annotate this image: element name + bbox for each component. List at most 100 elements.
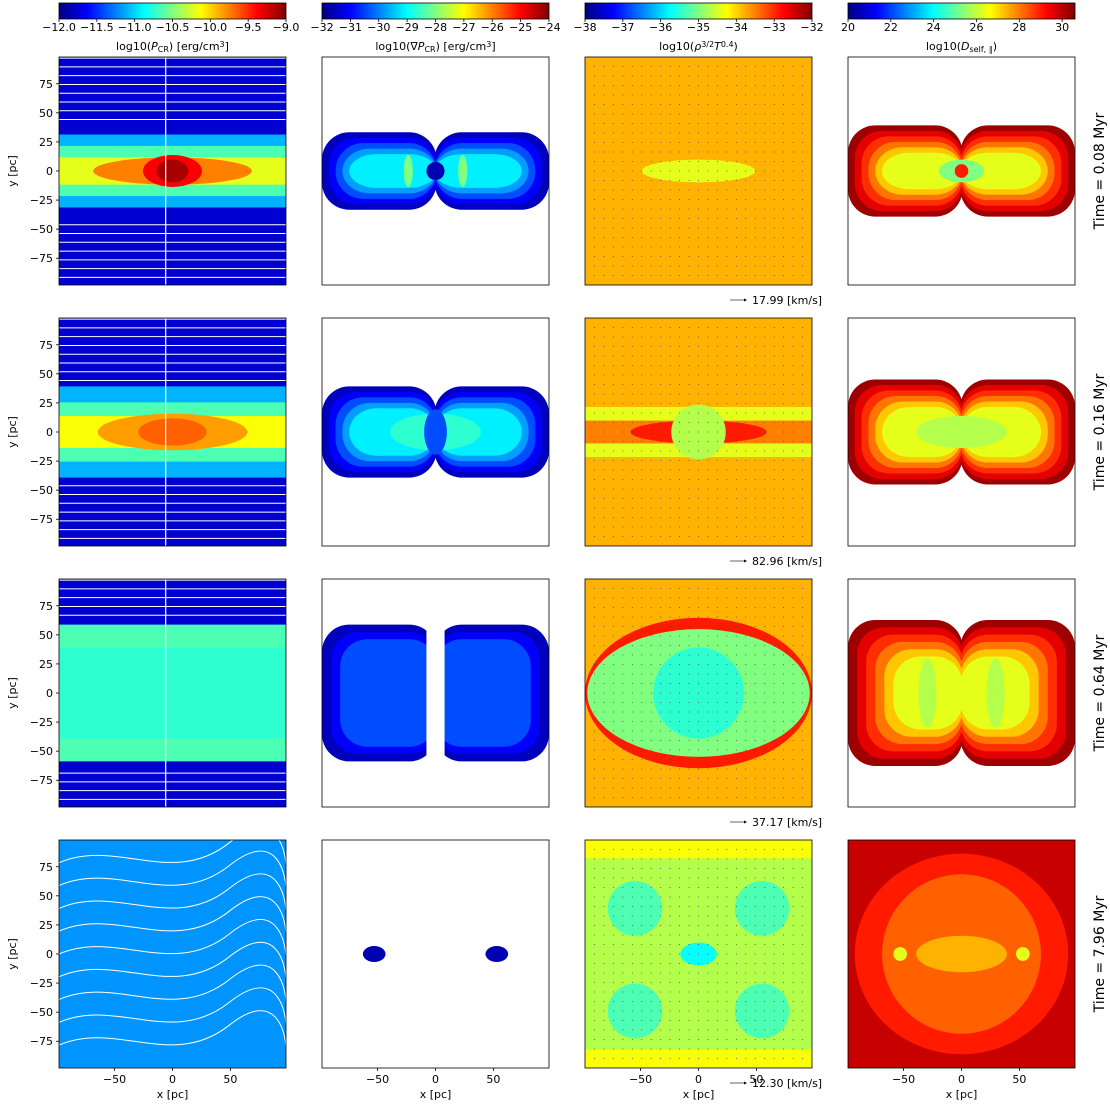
vector: [660, 915, 662, 917]
vector: [631, 355, 633, 357]
vector: [679, 422, 681, 423]
field: [986, 658, 1005, 728]
vector: [773, 113, 775, 115]
vector: [688, 730, 690, 732]
vector: [593, 1020, 595, 1021]
vector: [764, 934, 766, 936]
vector: [669, 412, 671, 414]
vector: [688, 664, 690, 665]
vector: [622, 626, 624, 627]
vector: [641, 963, 643, 964]
vector: [641, 422, 643, 423]
vector: [735, 327, 737, 328]
vector: [792, 906, 794, 907]
vector: [726, 526, 728, 528]
vector: [802, 161, 804, 162]
vector: [698, 123, 699, 124]
vector: [754, 498, 756, 499]
vector: [735, 654, 737, 656]
vector: [688, 365, 690, 366]
vector: [631, 759, 633, 760]
vector: [707, 683, 709, 684]
vector: [631, 711, 633, 713]
colorbar-tick-label: −38: [573, 21, 596, 34]
vector: [660, 1010, 662, 1012]
vector: [707, 412, 709, 414]
vector: [698, 384, 699, 385]
vector: [622, 189, 624, 191]
vector: [735, 1058, 737, 1059]
vector: [650, 275, 652, 276]
vector: [707, 711, 709, 713]
vector: [660, 730, 662, 732]
vector: [622, 469, 624, 471]
vector: [698, 1029, 699, 1031]
vector: [593, 683, 595, 684]
vector: [773, 597, 775, 599]
colorbar-tick-label: −11.5: [80, 21, 114, 34]
vector: [735, 645, 737, 646]
vector: [802, 256, 804, 257]
vector: [764, 479, 766, 480]
y-tick-label: −25: [30, 194, 53, 207]
vector: [802, 237, 804, 238]
vector: [688, 142, 690, 143]
vector: [802, 1039, 804, 1040]
vector: [726, 336, 728, 338]
vector: [650, 692, 652, 694]
vector: [726, 1048, 728, 1050]
vector: [707, 151, 709, 153]
vector: [641, 1048, 643, 1050]
vector: [650, 488, 652, 490]
vector: [688, 189, 690, 191]
vector: [593, 199, 595, 200]
vector: [783, 787, 785, 789]
vector: [735, 721, 737, 722]
vector: [792, 488, 794, 490]
vector: [631, 1010, 633, 1012]
vector: [707, 721, 709, 722]
vector: [754, 1058, 756, 1059]
vector: [679, 597, 681, 599]
vector: [716, 858, 718, 860]
vector: [603, 1029, 605, 1031]
vector: [792, 991, 794, 993]
vector: [792, 180, 794, 181]
vector: [764, 450, 766, 452]
vector: [754, 925, 756, 926]
vector: [688, 906, 690, 907]
vector: [593, 607, 595, 608]
field: [426, 161, 445, 181]
vector: [802, 265, 804, 267]
y-tick-label: 50: [39, 107, 53, 120]
vector: [698, 441, 699, 442]
vector: [660, 422, 662, 423]
vector: [660, 1001, 662, 1002]
vector: [735, 488, 737, 490]
vector: [679, 469, 681, 471]
vector: [735, 702, 737, 703]
vector: [764, 180, 766, 181]
vector: [726, 374, 728, 376]
vector: [745, 488, 747, 490]
vector: [603, 517, 605, 518]
vector: [735, 517, 737, 518]
vector: [745, 412, 747, 414]
vector: [669, 151, 671, 153]
colorbar-tick-label: 30: [1055, 21, 1069, 34]
vector: [660, 1020, 662, 1021]
vector: [698, 721, 699, 722]
vector: [650, 953, 652, 955]
vector: [754, 654, 756, 656]
vector: [612, 170, 614, 172]
vector: [660, 94, 662, 96]
vector: [745, 982, 747, 983]
vector: [669, 104, 671, 105]
vector: [679, 721, 681, 722]
streamline: [59, 987, 286, 1024]
vector: [622, 142, 624, 143]
vector: [612, 113, 614, 115]
vector: [650, 683, 652, 684]
vector: [792, 246, 794, 248]
vector: [764, 683, 766, 684]
